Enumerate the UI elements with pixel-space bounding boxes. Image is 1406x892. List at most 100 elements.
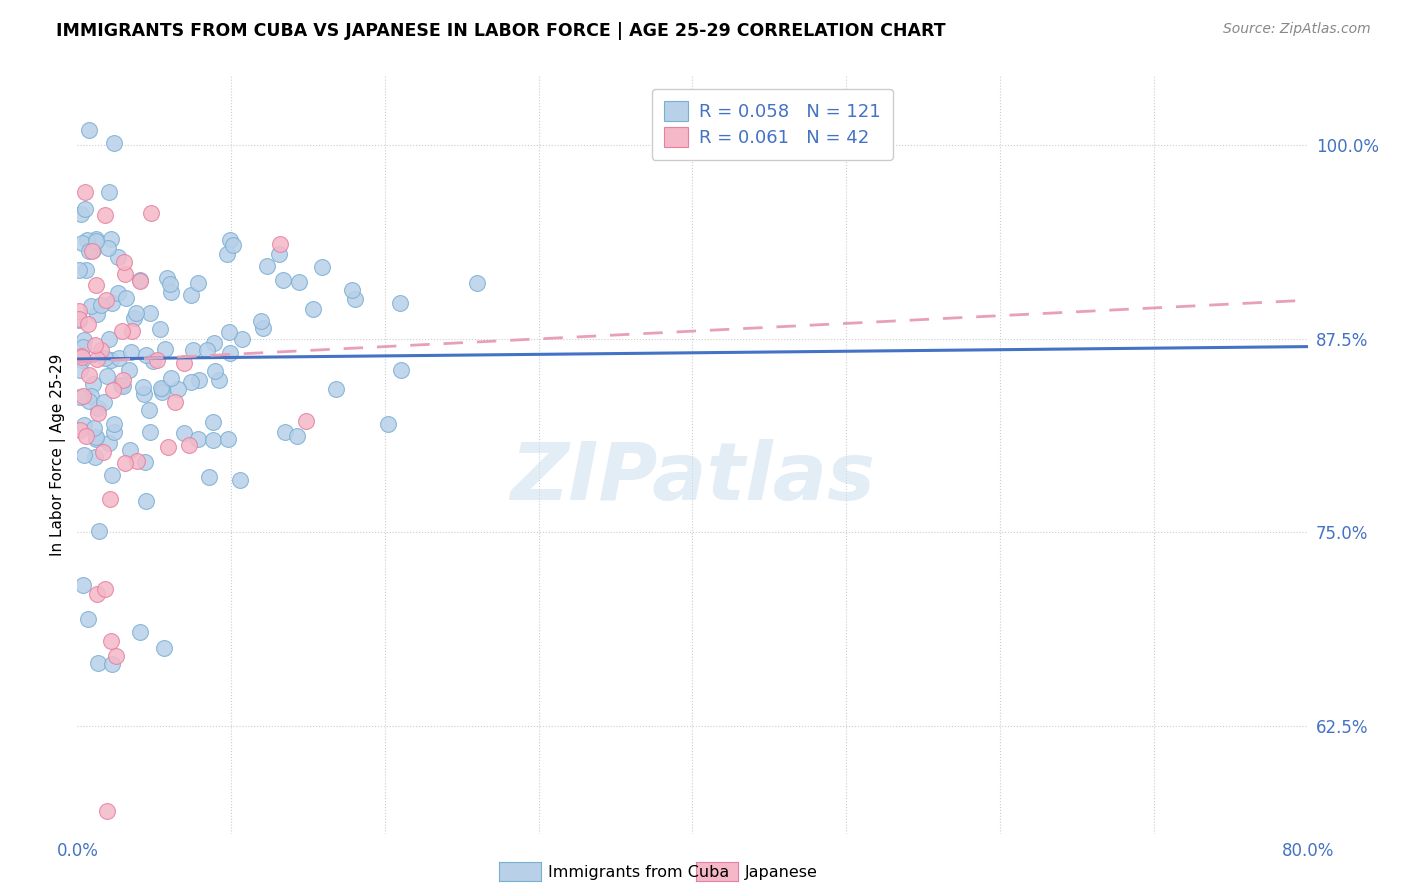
Point xyxy=(83,420,105,434)
Point xyxy=(89,524,111,538)
Point xyxy=(103,136,125,150)
Point xyxy=(222,237,245,252)
Point xyxy=(135,348,157,362)
Point xyxy=(76,234,98,248)
Point xyxy=(101,296,124,310)
Point xyxy=(132,387,155,401)
Point xyxy=(202,433,225,447)
Point xyxy=(111,324,134,338)
Point xyxy=(96,293,118,307)
Point xyxy=(94,582,117,597)
Point xyxy=(187,373,209,387)
Point xyxy=(160,371,183,385)
Point xyxy=(67,262,90,277)
Point xyxy=(97,241,120,255)
Point xyxy=(96,369,118,384)
Point xyxy=(97,332,120,346)
Point xyxy=(101,383,124,397)
Point xyxy=(149,322,172,336)
Y-axis label: In Labor Force | Age 25-29: In Labor Force | Age 25-29 xyxy=(51,354,66,556)
Point xyxy=(73,202,96,216)
Point xyxy=(267,247,290,261)
Point xyxy=(114,268,136,282)
Point xyxy=(75,263,97,277)
Point xyxy=(344,292,367,306)
Point xyxy=(98,436,121,450)
Point xyxy=(69,207,91,221)
Point xyxy=(166,382,188,396)
Legend: R = 0.058   N = 121, R = 0.061   N = 42: R = 0.058 N = 121, R = 0.061 N = 42 xyxy=(652,88,893,160)
Point xyxy=(67,313,90,327)
Point xyxy=(139,305,162,319)
Point xyxy=(69,423,91,437)
Text: Source: ZipAtlas.com: Source: ZipAtlas.com xyxy=(1223,22,1371,37)
Point xyxy=(180,288,202,302)
Point xyxy=(84,432,107,446)
Point xyxy=(69,349,91,363)
Point xyxy=(142,354,165,368)
Point xyxy=(86,307,108,321)
Point xyxy=(128,274,150,288)
Point xyxy=(187,432,209,446)
Point xyxy=(135,493,157,508)
Point xyxy=(107,286,129,301)
Point xyxy=(215,247,238,261)
Point xyxy=(138,402,160,417)
Text: IMMIGRANTS FROM CUBA VS JAPANESE IN LABOR FORCE | AGE 25-29 CORRELATION CHART: IMMIGRANTS FROM CUBA VS JAPANESE IN LABO… xyxy=(56,22,946,40)
Point xyxy=(72,339,94,353)
Point xyxy=(108,351,131,366)
Point xyxy=(100,468,122,483)
Point xyxy=(94,208,117,222)
Point xyxy=(91,444,114,458)
Point xyxy=(325,383,347,397)
Point xyxy=(73,448,96,462)
Text: ZIPatlas: ZIPatlas xyxy=(510,439,875,516)
Point xyxy=(146,353,169,368)
Point xyxy=(82,376,104,391)
Point xyxy=(111,373,134,387)
Point xyxy=(252,320,274,334)
Point xyxy=(72,578,94,592)
Point xyxy=(80,299,103,313)
Point xyxy=(122,310,145,325)
Point xyxy=(111,379,134,393)
Point xyxy=(150,384,173,399)
Point xyxy=(152,640,174,655)
Point xyxy=(195,343,218,357)
Point xyxy=(76,317,98,331)
Point xyxy=(87,656,110,670)
Point xyxy=(103,417,125,432)
Point xyxy=(465,276,488,290)
Point xyxy=(90,298,112,312)
Point xyxy=(150,383,173,397)
Point xyxy=(132,380,155,394)
Point xyxy=(121,324,143,338)
Point xyxy=(159,277,181,291)
Point xyxy=(96,804,118,818)
Point xyxy=(69,362,91,376)
Point xyxy=(87,401,110,415)
Point xyxy=(156,440,179,454)
Point xyxy=(269,236,291,251)
Point xyxy=(77,368,100,383)
Point xyxy=(288,276,311,290)
Point xyxy=(87,406,110,420)
Point xyxy=(79,393,101,408)
Point xyxy=(138,425,160,439)
Point xyxy=(159,285,181,299)
Point xyxy=(93,395,115,409)
Point xyxy=(80,389,103,403)
Point xyxy=(70,352,93,367)
Point xyxy=(82,244,104,258)
Point xyxy=(104,649,127,664)
Point xyxy=(218,233,240,247)
Point xyxy=(256,260,278,274)
Point xyxy=(100,232,122,246)
Point xyxy=(129,624,152,639)
Point xyxy=(249,314,271,328)
Point xyxy=(173,356,195,370)
Point xyxy=(229,473,252,487)
Point xyxy=(76,612,98,626)
Point xyxy=(129,273,152,287)
Point xyxy=(77,244,100,258)
